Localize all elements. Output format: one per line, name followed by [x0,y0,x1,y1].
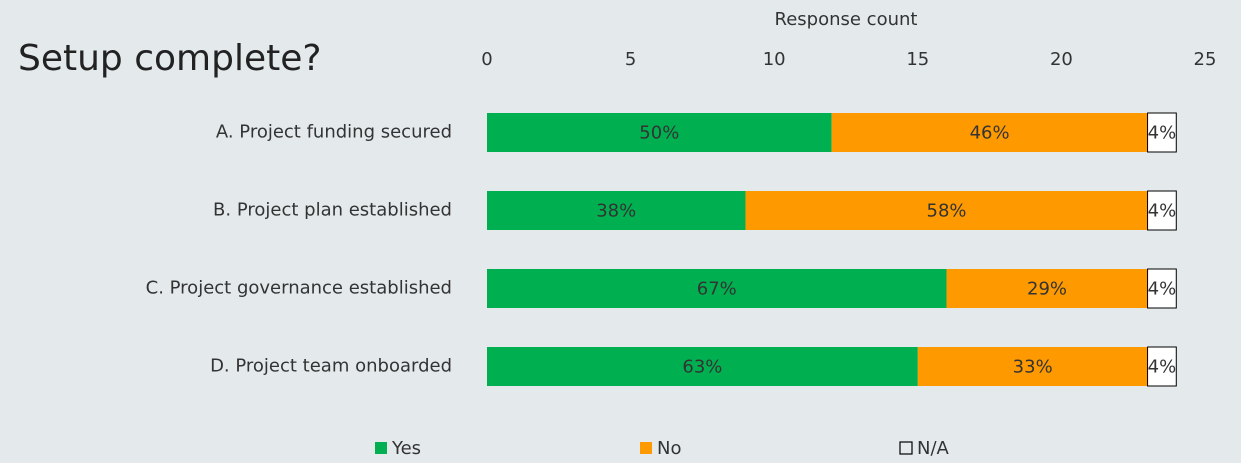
legend-swatch [375,442,387,454]
data-label: 4% [1148,357,1177,378]
data-label: 4% [1148,123,1177,144]
legend-label: N/A [917,438,950,459]
bar-segment [487,113,832,152]
bar-segment [1147,190,1177,231]
data-label: 58% [927,201,967,222]
category-label: A. Project funding secured [216,122,452,143]
bar-segment [946,269,1148,308]
bar-segment [1147,346,1177,387]
data-label: 63% [682,357,722,378]
bar-segment [487,191,746,230]
bar-segment [1147,112,1177,153]
x-tick-label: 5 [625,49,636,70]
bar-segment [745,191,1148,230]
axis-title: Response count [775,9,918,30]
legend-label: No [657,438,681,459]
data-label: 50% [639,123,679,144]
bar-segment [487,269,947,308]
bar-segment [1147,268,1177,309]
bar-segment [831,113,1148,152]
x-tick-label: 10 [763,49,786,70]
data-label: 29% [1027,279,1067,300]
x-tick-label: 15 [906,49,929,70]
legend-swatch [640,442,652,454]
x-tick-label: 25 [1194,49,1217,70]
data-label: 4% [1148,201,1177,222]
chart-title: Setup complete? [18,38,322,79]
category-label: C. Project governance established [146,278,452,299]
category-label: D. Project team onboarded [210,356,452,377]
data-label: 46% [970,123,1010,144]
data-label: 38% [596,201,636,222]
legend-swatch [899,441,913,455]
bar-segment [917,347,1148,386]
data-label: 4% [1148,279,1177,300]
data-label: 67% [697,279,737,300]
x-tick-label: 20 [1050,49,1073,70]
bar-segment [487,347,918,386]
data-label: 33% [1013,357,1053,378]
x-tick-label: 0 [481,49,492,70]
category-label: B. Project plan established [213,200,452,221]
legend-label: Yes [391,438,421,459]
